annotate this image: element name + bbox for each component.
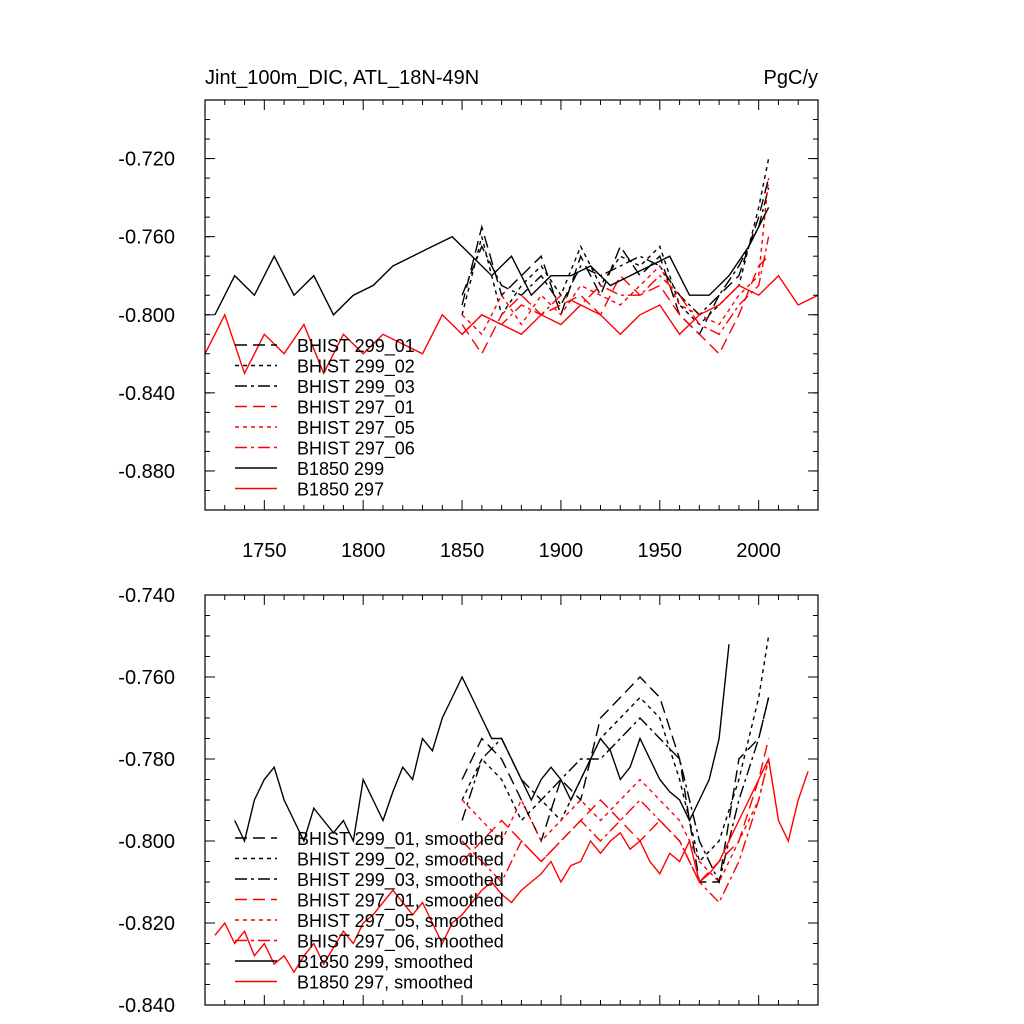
y-tick-label: -0.760 [118, 667, 175, 689]
series-line [461, 178, 770, 336]
legend-label: BHIST 297_01 [297, 398, 415, 419]
legend-label: B1850 297, smoothed [297, 973, 473, 993]
legend-label: BHIST 299_02 [297, 357, 415, 378]
x-tick-label: 1750 [242, 540, 287, 562]
y-tick-label: -0.740 [118, 585, 175, 607]
series-line [461, 187, 770, 316]
top-panel: Jint_100m_DIC, ATL_18N-49N PgC/y 1750 180… [118, 67, 819, 562]
x-tick-label: 1850 [440, 540, 485, 562]
series-group-top [204, 158, 819, 376]
series-line [461, 738, 770, 884]
x-tick-label: 1800 [341, 540, 386, 562]
series-line [461, 158, 770, 326]
plot-frame-top [204, 99, 819, 511]
x-tick-label: 1900 [539, 540, 584, 562]
series-line [461, 635, 770, 863]
series-line [461, 675, 770, 883]
legend-label: BHIST 297_01, smoothed [297, 891, 504, 912]
series-line [461, 255, 770, 356]
axes-top: 1750 1800 1850 1900 1950 2000 -0.720 -0.760 -0.8… [118, 99, 819, 562]
units-label: PgC/y [764, 67, 818, 89]
legend-label: BHIST 297_05, smoothed [297, 911, 504, 932]
legend-label: BHIST 297_06 [297, 439, 415, 460]
series-line [461, 758, 770, 904]
series-line [234, 644, 730, 844]
y-tick-label: -0.840 [118, 995, 175, 1017]
legend-label: B1850 297 [297, 480, 384, 500]
legend-label: BHIST 299_01, smoothed [297, 829, 504, 850]
series-line [214, 207, 770, 316]
y-tick-label: -0.720 [118, 149, 175, 171]
legend-label: BHIST 297_05 [297, 418, 415, 439]
x-tick-label: 1950 [638, 540, 683, 562]
legend-label: BHIST 299_02, smoothed [297, 850, 504, 871]
legend-label: B1850 299 [297, 459, 384, 479]
legend-label: BHIST 297_06, smoothed [297, 932, 504, 953]
series-line [214, 756, 809, 974]
y-tick-label: -0.780 [118, 749, 175, 771]
legend-label: BHIST 299_03 [297, 377, 415, 398]
y-tick-label: -0.820 [118, 913, 175, 935]
bottom-panel: -0.740 -0.760 -0.780 -0.800 -0.820 -0.840 BHI… [118, 585, 819, 1017]
legend-label: BHIST 299_01 [297, 336, 415, 357]
series-line [204, 274, 819, 376]
y-tick-label: -0.880 [118, 461, 175, 483]
series-line [461, 177, 770, 336]
legend-label: B1850 299, smoothed [297, 952, 473, 972]
y-tick-label: -0.800 [118, 831, 175, 853]
y-tick-label: -0.840 [118, 383, 175, 405]
y-tick-label: -0.760 [118, 227, 175, 249]
chart-title: Jint_100m_DIC, ATL_18N-49N [205, 67, 479, 89]
series-group-bottom [214, 635, 809, 974]
y-tick-label: -0.800 [118, 305, 175, 327]
axes-bottom: -0.740 -0.760 -0.780 -0.800 -0.820 -0.840 [118, 585, 819, 1017]
x-tick-label: 2000 [736, 540, 781, 562]
legend-label: BHIST 299_03, smoothed [297, 870, 504, 891]
